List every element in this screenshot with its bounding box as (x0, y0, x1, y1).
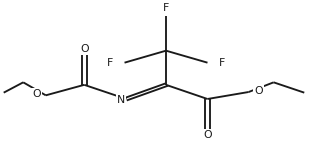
Text: O: O (80, 44, 89, 54)
Text: F: F (107, 58, 113, 68)
Text: F: F (219, 58, 225, 68)
Text: O: O (203, 130, 212, 140)
Text: O: O (32, 89, 41, 99)
Text: F: F (163, 3, 169, 13)
Text: O: O (254, 86, 263, 96)
Text: N: N (117, 95, 125, 105)
